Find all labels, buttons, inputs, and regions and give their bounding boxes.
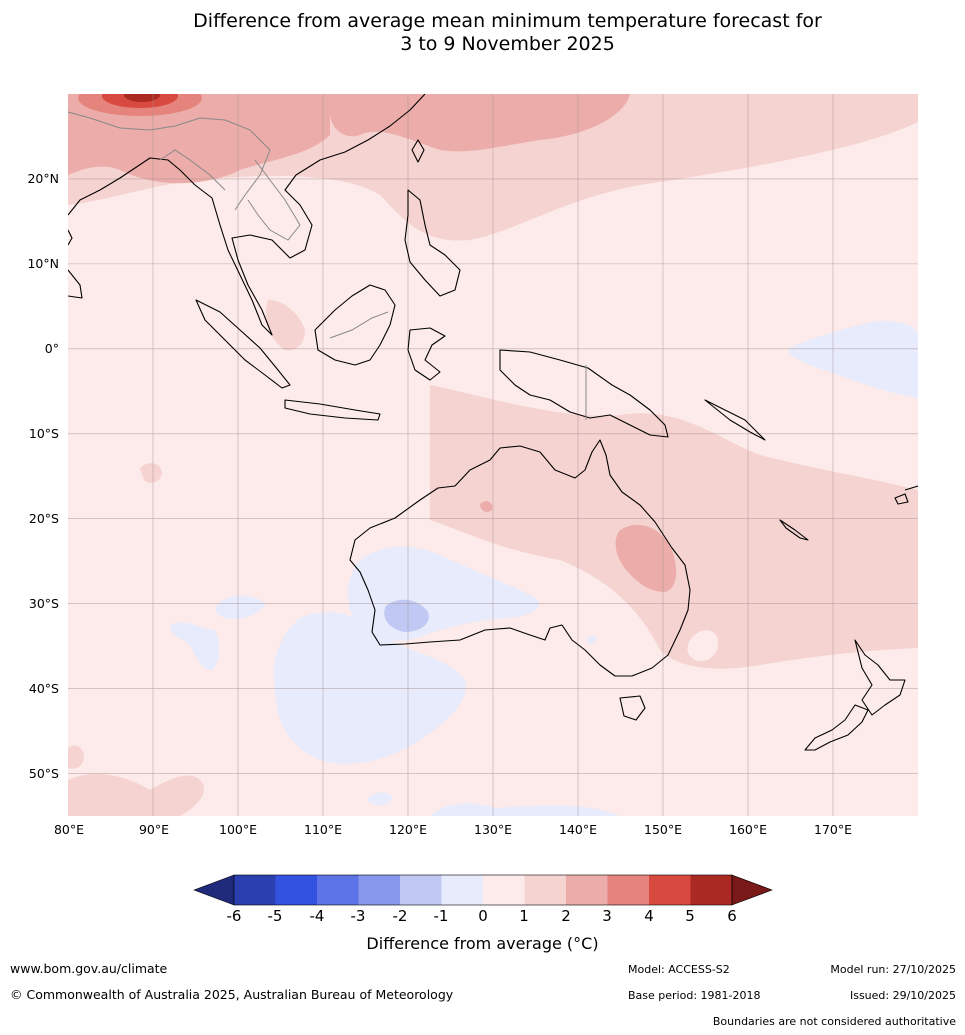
coastline-fiji xyxy=(894,485,918,505)
title-line-2: 3 to 9 November 2025 xyxy=(400,33,615,55)
colorbar-tick: -2 xyxy=(392,907,408,925)
anomaly-region-neg1-0-indian-ocean xyxy=(273,612,466,764)
footer-base-period: Base period: 1981-2018 xyxy=(628,989,761,1002)
coastline-australia xyxy=(349,439,691,677)
anomaly-region-neg1-0-small-3 xyxy=(366,792,392,806)
anomaly-region-2-3-indochina xyxy=(220,105,263,160)
lat-label-30s: 30°S xyxy=(28,596,59,611)
colorbar-tick: 4 xyxy=(644,907,654,925)
title-line-1: Difference from average mean minimum tem… xyxy=(193,10,822,32)
anomaly-region-1-2-southwest-2 xyxy=(68,745,84,769)
coastline-solomon-islands xyxy=(704,399,766,441)
anomaly-region-2-3-small xyxy=(480,501,493,512)
boundary-indochina xyxy=(247,159,301,241)
anomaly-region-neg1-0-south xyxy=(430,803,620,816)
anomaly-region-2-3-china xyxy=(330,94,630,152)
anomaly-region-neg2-neg1 xyxy=(384,599,429,632)
lon-label-160e: 160°E xyxy=(728,822,768,837)
anomaly-pocket-0-1-victoria xyxy=(687,630,719,662)
footer-copyright: © Commonwealth of Australia 2025, Austra… xyxy=(10,987,454,1002)
boundary-myanmar xyxy=(159,149,226,191)
anomaly-region-1-2-southwest xyxy=(68,774,204,816)
colorbar-tick: -3 xyxy=(350,907,366,925)
coastline-tasmania xyxy=(619,695,646,721)
anomaly-region-1-2-small xyxy=(140,463,162,483)
colorbar-tick: 6 xyxy=(727,907,737,925)
coastline-new-zealand-north xyxy=(854,639,906,716)
coastline-new-guinea xyxy=(499,349,669,438)
lon-label-90e: 90°E xyxy=(138,822,170,837)
lon-label-150e: 150°E xyxy=(643,822,683,837)
anomaly-region-1-2-sumatra xyxy=(265,300,305,351)
anomaly-region-5-6 xyxy=(124,94,160,102)
anomaly-region-2-3-queensland xyxy=(615,524,677,592)
coastline-philippines xyxy=(404,189,461,297)
footer-model: Model: ACCESS-S2 xyxy=(628,963,730,976)
coastlines xyxy=(68,94,918,751)
footer-disclaimer: Boundaries are not considered authoritat… xyxy=(712,1015,956,1028)
colorbar-tick: -6 xyxy=(226,907,242,925)
lat-label-10n: 10°N xyxy=(27,256,59,271)
footer-model-run: Model run: 27/10/2025 xyxy=(830,963,956,976)
lon-label-140e: 140°E xyxy=(558,822,598,837)
anomaly-region-1-2-australia xyxy=(430,385,918,669)
political-boundaries xyxy=(68,111,587,420)
anomaly-region-neg1-0-small-1 xyxy=(215,595,266,620)
colorbar-tick: -5 xyxy=(267,907,283,925)
colorbar-tick: -1 xyxy=(433,907,449,925)
colorbar-tick: 0 xyxy=(478,907,488,925)
lon-label-110e: 110°E xyxy=(303,822,343,837)
footer-url: www.bom.gov.au/climate xyxy=(10,961,168,976)
lon-label-80e: 80°E xyxy=(53,822,85,837)
lat-label-20n: 20°N xyxy=(27,171,59,186)
lat-label-50s: 50°S xyxy=(28,766,59,781)
lon-label-130e: 130°E xyxy=(473,822,513,837)
colorbar-tick: -4 xyxy=(309,907,325,925)
lat-label-equator: 0° xyxy=(44,341,59,356)
anomaly-region-neg1-0-pacific xyxy=(788,320,918,398)
coastline-asia-mainland xyxy=(68,94,426,336)
coastline-sri-lanka xyxy=(68,229,73,246)
boundary-himalaya xyxy=(68,111,271,211)
coastline-sulawesi xyxy=(407,327,446,381)
lat-label-40s: 40°S xyxy=(28,681,59,696)
boundary-borneo xyxy=(329,311,389,339)
lat-label-10s: 10°S xyxy=(28,426,59,441)
graticule xyxy=(68,94,918,816)
lat-label-20s: 20°S xyxy=(28,511,59,526)
anomaly-region-neg1-0-small-2 xyxy=(170,622,220,670)
coastline-india xyxy=(68,269,83,299)
lon-label-170e: 170°E xyxy=(813,822,853,837)
coastline-taiwan xyxy=(411,139,425,163)
coastline-sumatra xyxy=(195,299,291,389)
colorbar-label: Difference from average (°C) xyxy=(366,934,599,953)
anomaly-region-2-3-north xyxy=(68,94,330,184)
map-title: Difference from average mean minimum tem… xyxy=(0,10,965,56)
anomaly-region-neg1-0-sa xyxy=(587,635,597,644)
lon-label-100e: 100°E xyxy=(218,822,258,837)
coastline-java xyxy=(284,399,381,421)
coastline-borneo xyxy=(314,284,396,366)
colorbar-tick: 3 xyxy=(602,907,612,925)
coastline-new-caledonia xyxy=(779,519,809,541)
lon-label-120e: 120°E xyxy=(388,822,428,837)
colorbar-tick: 5 xyxy=(685,907,695,925)
coastline-new-zealand-south xyxy=(804,704,869,751)
footer-issued: Issued: 29/10/2025 xyxy=(849,989,956,1002)
colorbar-tick: 1 xyxy=(519,907,529,925)
colorbar-tick: 2 xyxy=(561,907,571,925)
